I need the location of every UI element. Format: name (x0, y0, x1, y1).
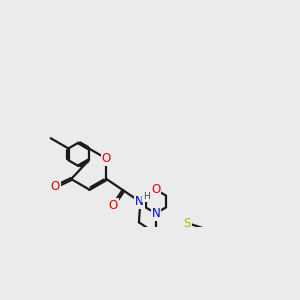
Text: S: S (184, 217, 191, 230)
Text: H: H (142, 192, 149, 201)
Text: N: N (152, 207, 160, 220)
Text: N: N (134, 195, 143, 208)
Text: H: H (137, 197, 144, 207)
Text: O: O (50, 180, 60, 194)
Text: O: O (109, 199, 118, 212)
Text: O: O (102, 152, 111, 165)
Text: O: O (151, 183, 160, 196)
